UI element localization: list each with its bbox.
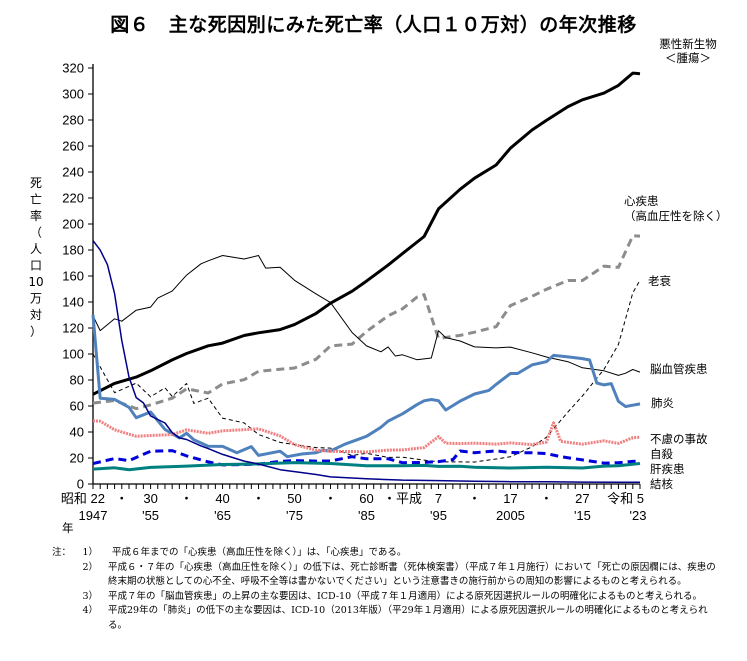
series-label: 結核 xyxy=(650,477,673,491)
x-tick-label: 令和 5 xyxy=(607,491,644,506)
y-axis: 0 20 40 60 80 100 120 140 160 180 200 220 240 260 280 3… xyxy=(62,61,94,492)
x-tick-label-year: '23 xyxy=(630,508,647,523)
x-tick-label: 7 xyxy=(435,491,442,506)
y-tick-label: 320 xyxy=(62,61,84,76)
x-tick-label-year: '15 xyxy=(574,508,591,523)
x-tick-label-year: '95 xyxy=(430,508,447,523)
series-label: 心疾患 xyxy=(624,194,659,208)
footnote-number: 3） xyxy=(82,590,98,602)
y-tick-label: 0 xyxy=(77,477,84,492)
x-tick-label: ・ xyxy=(252,491,265,506)
y-tick-label: 280 xyxy=(62,113,84,128)
x-tick-label-year: 2005 xyxy=(496,508,525,523)
y-axis-label: 死亡率 （ 人口 10 万対 ） xyxy=(28,176,43,339)
y-tick-label: 220 xyxy=(62,191,84,206)
y-tick-label: 120 xyxy=(62,321,84,336)
line-chart: 死亡率 （ 人口 10 万対 ） 0 20 40 60 80 100 120 140 160 180 200 2… xyxy=(28,37,728,535)
x-axis-label: 年 xyxy=(62,521,74,535)
series-label: 悪性新生物 xyxy=(659,37,717,51)
series-line xyxy=(92,461,641,472)
series-line xyxy=(92,240,641,484)
y-axis-label-char: 万 xyxy=(30,292,42,306)
y-axis-label-char: 人 xyxy=(30,242,42,256)
x-tick-label: ・ xyxy=(180,491,193,506)
series-line xyxy=(92,419,641,454)
y-tick-label: 160 xyxy=(62,269,84,284)
x-tick-label-year: 1947 xyxy=(79,508,108,523)
footnote-text: 平成６・７年の「心疾患（高血圧性を除く）」の低下は、死亡診断書（死体検案書）（平… xyxy=(108,561,716,588)
y-axis-label-char: （ xyxy=(30,226,42,240)
x-tick-label: 50 xyxy=(287,491,301,506)
x-tick-label-year: '55 xyxy=(142,508,159,523)
chart-title: 図６ 主な死因別にみた死亡率（人口１０万対）の年次推移 xyxy=(110,14,637,36)
series-line xyxy=(92,449,641,467)
footnote: 2） 平成６・７年の「心疾患（高血圧性を除く）」の低下は、死亡診断書（死体検案書… xyxy=(52,561,722,590)
y-tick-label: 140 xyxy=(62,295,84,310)
y-tick-label: 180 xyxy=(62,243,84,258)
y-axis-label-char: 口 xyxy=(30,259,42,273)
y-tick-label: 260 xyxy=(62,139,84,154)
y-tick-label: 40 xyxy=(70,425,84,440)
y-axis-label-char: 対 xyxy=(30,308,42,322)
x-tick-label: 40 xyxy=(215,491,229,506)
y-tick-label: 200 xyxy=(62,217,84,232)
series-label: 不慮の事故 xyxy=(650,432,708,446)
series-line xyxy=(91,314,641,459)
y-tick-label: 20 xyxy=(70,451,84,466)
y-tick-label: 100 xyxy=(62,347,84,362)
footnote-number: 1） xyxy=(82,547,98,558)
y-axis-label-char: 10 xyxy=(28,275,43,289)
x-tick-label-year: '65 xyxy=(214,508,231,523)
footnote-head: 注： xyxy=(52,547,72,558)
footnote-text: 平成７年の「脳血管疾患」の上昇の主な要因は、ICD-10（平成７年１月適用）によ… xyxy=(108,590,703,602)
x-tick-label-year: '75 xyxy=(286,508,303,523)
y-tick-label: 80 xyxy=(70,373,84,388)
series-label: ＜腫瘍＞ xyxy=(665,51,711,65)
y-axis-label-char: ） xyxy=(30,325,42,339)
y-tick-label: 300 xyxy=(62,87,84,102)
y-tick-label: 60 xyxy=(70,399,84,414)
footnote: 3） 平成７年の「脳血管疾患」の上昇の主な要因は、ICD-10（平成７年１月適用… xyxy=(52,590,722,605)
series-label: （高血圧性を除く） xyxy=(624,209,728,223)
x-tick-label: 17 xyxy=(503,491,517,506)
series-line xyxy=(92,71,641,396)
footnote-number: 2） xyxy=(82,561,98,573)
x-axis: 昭和 22 1947 ・ 30 '55 ・ 40 '65 ・ 50 '75 ・ 60 '85 ・平成 7 '95… xyxy=(61,483,647,523)
series-label: 自殺 xyxy=(650,447,673,461)
footnotes: 注： 1） 平成６年までの「心疾患（高血圧性を除く）」は、「心疾患」である。 2… xyxy=(52,546,722,633)
y-axis-label-char: 死 xyxy=(30,176,42,190)
x-tick-label: ・ xyxy=(468,491,481,506)
footnote-text: 平成６年までの「心疾患（高血圧性を除く）」は、「心疾患」である。 xyxy=(112,547,407,558)
footnote: 注： 1） 平成６年までの「心疾患（高血圧性を除く）」は、「心疾患」である。 xyxy=(52,546,722,561)
y-axis-label-char: 亡 xyxy=(30,193,42,207)
series-label: 肝疾患 xyxy=(650,462,685,476)
y-tick-label: 240 xyxy=(62,165,84,180)
series-line xyxy=(92,234,641,411)
x-tick-label: ・ xyxy=(324,491,337,506)
series-lines xyxy=(91,71,641,484)
x-tick-label: 30 xyxy=(143,491,157,506)
x-tick-label: 60 xyxy=(359,491,373,506)
series-label: 脳血管疾患 xyxy=(650,362,708,376)
x-tick-label: 27 xyxy=(575,491,589,506)
x-tick-label-year: '85 xyxy=(358,508,375,523)
footnote-number: 4） xyxy=(82,605,98,616)
footnote: 4） 平成29年の「肺炎」の低下の主な要因は、ICD-10（2013年版）（平2… xyxy=(52,604,722,633)
series-label: 肺炎 xyxy=(651,396,674,410)
footnote-text: 平成29年の「肺炎」の低下の主な要因は、ICD-10（2013年版）（平29年１… xyxy=(108,605,708,631)
x-tick-label: 昭和 22 xyxy=(61,491,105,506)
series-label: 老衰 xyxy=(648,274,671,288)
x-tick-label: ・ xyxy=(115,491,128,506)
x-tick-label: ・ xyxy=(540,491,553,506)
x-tick-label: ・平成 xyxy=(383,491,422,506)
series-labels: 悪性新生物＜腫瘍＞ 心疾患（高血圧性を除く） 老衰脳血管疾患肺炎不慮の事故自殺肝疾患… xyxy=(624,37,728,491)
y-axis-label-char: 率 xyxy=(30,208,42,223)
